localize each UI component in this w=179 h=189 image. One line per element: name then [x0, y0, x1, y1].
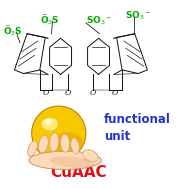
- Ellipse shape: [50, 133, 59, 152]
- Ellipse shape: [61, 134, 70, 152]
- Text: $^-$: $^-$: [40, 11, 48, 20]
- Ellipse shape: [71, 138, 79, 154]
- Text: O: O: [112, 89, 118, 97]
- Ellipse shape: [39, 135, 48, 153]
- Ellipse shape: [71, 138, 79, 154]
- Text: $^-$: $^-$: [3, 22, 11, 31]
- Ellipse shape: [50, 133, 59, 152]
- Text: CuAAC: CuAAC: [50, 165, 107, 180]
- Circle shape: [32, 106, 86, 160]
- Ellipse shape: [50, 156, 95, 168]
- Ellipse shape: [28, 141, 37, 156]
- Text: O$_3$S: O$_3$S: [3, 26, 23, 38]
- Ellipse shape: [29, 151, 101, 169]
- Text: O: O: [90, 89, 96, 97]
- Ellipse shape: [42, 118, 58, 130]
- Text: functional
unit: functional unit: [104, 113, 171, 143]
- Ellipse shape: [50, 156, 95, 168]
- Text: O: O: [65, 89, 71, 97]
- Ellipse shape: [39, 135, 48, 153]
- Ellipse shape: [28, 141, 37, 156]
- Ellipse shape: [61, 134, 70, 152]
- Text: SO$_3$$^-$: SO$_3$$^-$: [125, 9, 151, 22]
- Ellipse shape: [29, 151, 101, 169]
- Ellipse shape: [83, 150, 98, 162]
- Ellipse shape: [83, 150, 98, 162]
- Text: SO$_3$$^-$: SO$_3$$^-$: [86, 15, 112, 27]
- Ellipse shape: [52, 132, 83, 156]
- Text: O$_3$S: O$_3$S: [40, 15, 60, 27]
- Ellipse shape: [44, 119, 52, 124]
- Text: O: O: [43, 89, 49, 97]
